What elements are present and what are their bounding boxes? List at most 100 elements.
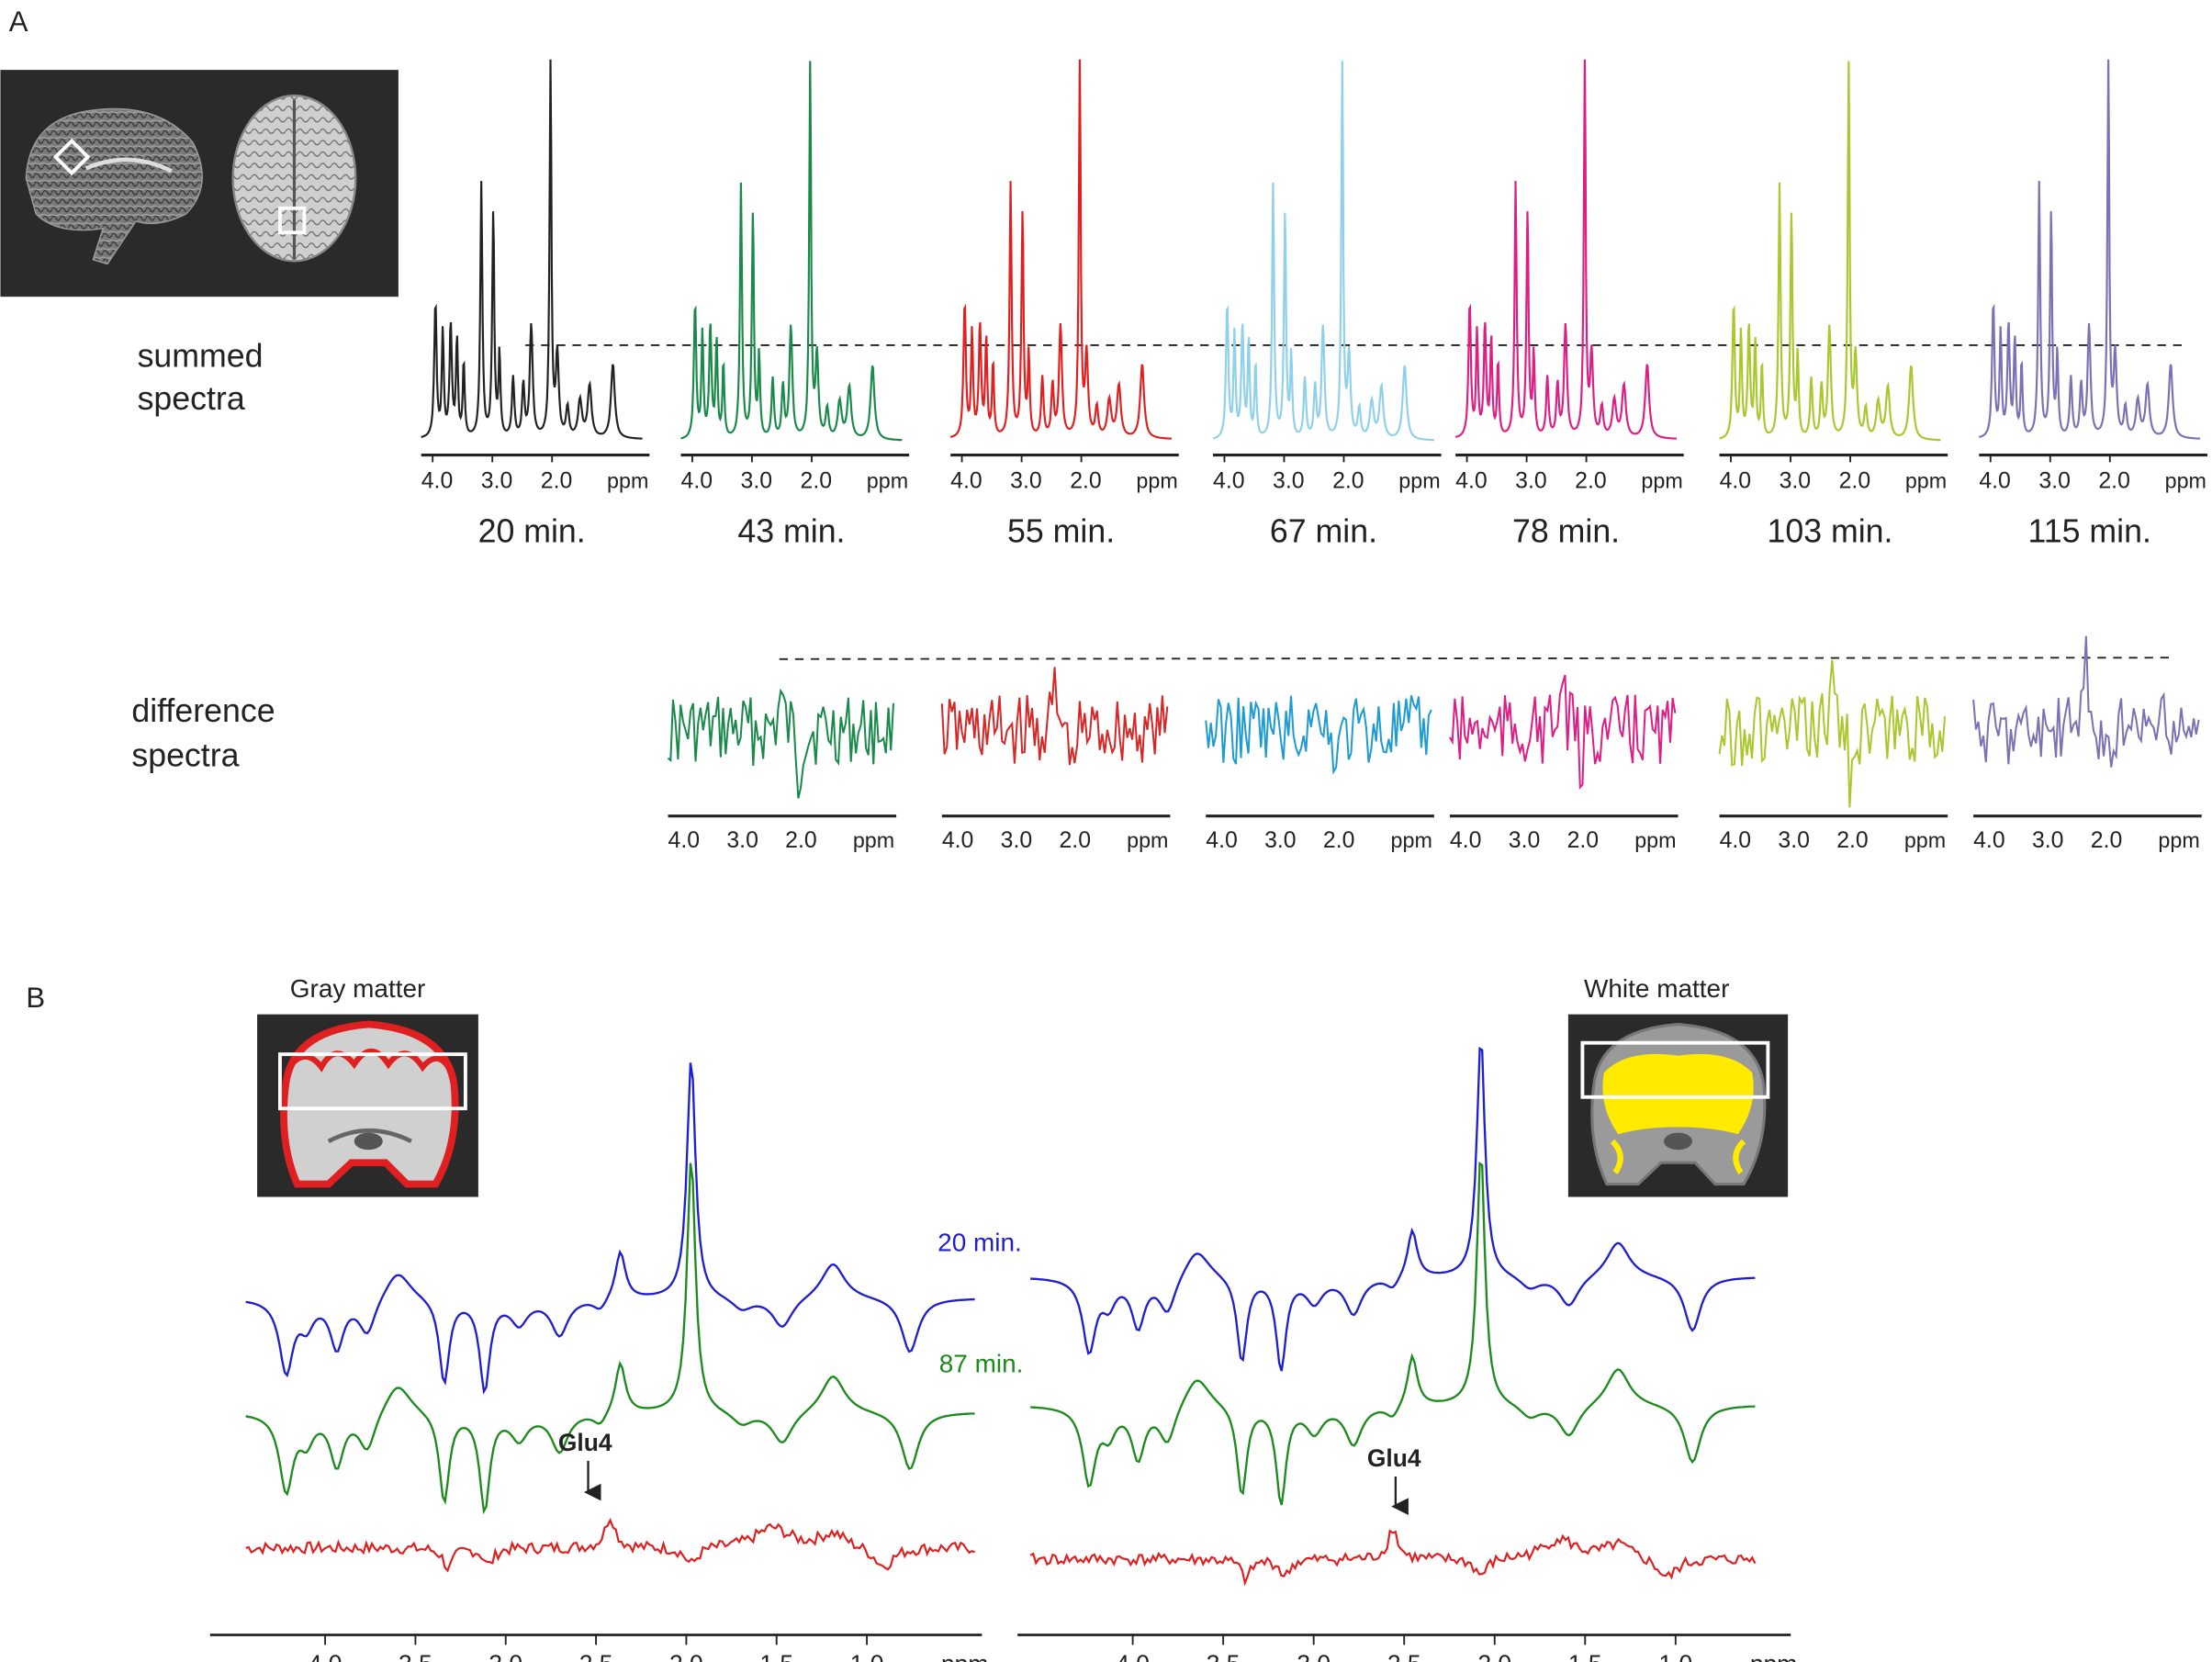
difference-spectra-group: 4.0 3.0 2.0 ppm 4.0 3.0 2.0 ppm 4.0 3.0 2.0 ppm 4.0 3… [667,635,2202,853]
summed-axis-tick-label: ppm [1641,468,1682,492]
summed-axis-tick-label: 2.0 [1070,468,1102,493]
white-matter-difference-spectrum [1029,1529,1757,1587]
gray-matter-axis-tick-label: 4.0 [309,1650,342,1662]
difference-reference-line [779,657,2169,660]
gray-matter-axis-tick-label: 2.5 [579,1650,613,1662]
summed-axis-tick-label: 2.0 [801,468,833,493]
difference-axis-tick-label: ppm [853,828,894,852]
white-matter-axis-tick-label: 2.0 [1477,1650,1511,1662]
summed-axis-tick-label: 3.0 [1273,468,1305,493]
summed-axis-tick-label: 4.0 [1455,468,1488,493]
white-matter-axis-tick-label: 3.0 [1297,1650,1331,1662]
summed-axis-tick-label: 2.0 [1839,468,1871,493]
summed-axis-tick-label: ppm [1398,468,1440,492]
summed-time-label: 67 min. [1270,512,1377,549]
summed-axis-tick-label: 3.0 [1515,468,1547,493]
gray-matter-axis-tick-label: 1.5 [759,1650,793,1662]
difference-label-line2: spectra [131,736,239,773]
summed-axis-tick-label: 4.0 [1979,468,2011,493]
difference-spectrum-line [1718,659,1947,808]
difference-axis-tick-label: ppm [1634,828,1676,852]
difference-axis-tick-label: ppm [1904,828,1946,852]
difference-axis-tick-label: 4.0 [1973,828,2005,853]
difference-spectrum-line [1972,635,2200,768]
summed-spectrum-line [1454,59,1677,440]
brain-mri-sagittal-axial-icon [0,70,399,298]
white-matter-axis-tick-label: 4.0 [1116,1650,1150,1662]
difference-spectrum-line [1449,674,1677,791]
difference-axis-tick-label: 4.0 [1450,828,1482,853]
summed-axis-tick-label: ppm [867,468,908,492]
summed-time-label: 103 min. [1767,512,1892,549]
gray-matter-spectrum-20min [245,1062,975,1395]
difference-axis-tick-label: 2.0 [2091,828,2123,853]
summed-axis-tick-label: 3.0 [481,468,513,493]
summed-spectrum-line [1978,59,2201,440]
difference-spectrum-line [940,667,1169,766]
summed-axis-tick-label: 2.0 [1332,468,1364,493]
summed-spectrum-line [949,59,1172,440]
panel-b-spectra-group: 4.0 3.5 3.0 2.5 2.0 1.5 1.0 ppm 4.0 3.5 3.0 2.5 2.0 1… [209,1046,1797,1662]
white-matter-axis-tick-label: 1.0 [1658,1650,1692,1662]
white-matter-axis-unit: ppm [1750,1650,1797,1662]
summed-time-label: 78 min. [1512,512,1620,549]
summed-axis-tick-label: 3.0 [1010,468,1042,493]
summed-spectrum-line [421,59,643,440]
white-matter-spectrum-87min [1030,1162,1756,1506]
difference-axis-tick-label: 4.0 [942,828,974,853]
summed-axis-tick-label: ppm [1905,468,1947,492]
summed-axis-tick-label: 3.0 [2038,468,2071,493]
gray-matter-axis-tick-label: 2.0 [669,1650,703,1662]
legend-87min: 87 min. [939,1350,1024,1378]
white-matter-axis-tick-label: 2.5 [1387,1650,1421,1662]
summed-spectrum-line [1719,61,1941,442]
gray-matter-axis-tick-label: 1.0 [850,1650,884,1662]
difference-axis-tick-label: 2.0 [1059,828,1091,853]
difference-axis-tick-label: 2.0 [1836,828,1869,853]
glu4-annotation-right: Glu4 [1367,1444,1421,1472]
difference-axis-tick-label: 4.0 [668,828,701,853]
difference-axis-tick-label: 3.0 [1264,828,1297,853]
white-matter-spectrum-20min [1030,1046,1756,1372]
white-matter-axis-tick-label: 3.5 [1207,1650,1241,1662]
gray-matter-axis-tick-label: 3.0 [488,1650,522,1662]
coronal-mri-white-matter-icon [1567,1014,1789,1197]
difference-axis-tick-label: 2.0 [1567,828,1600,853]
summed-time-label: 115 min. [2028,512,2151,549]
difference-axis-tick-label: 4.0 [1206,828,1238,853]
gray-matter-title: Gray matter [290,974,426,1003]
summed-axis-tick-label: 2.0 [1575,468,1607,493]
panel-b-label: B [26,982,45,1014]
difference-label-line1: difference [131,692,275,729]
difference-axis-tick-label: 3.0 [1509,828,1541,853]
panel-a-label: A [9,6,28,38]
difference-spectrum-line [1205,695,1432,775]
summed-axis-tick-label: 2.0 [2098,468,2130,493]
gray-matter-axis-unit: ppm [941,1650,988,1662]
legend-20min: 20 min. [938,1229,1022,1257]
difference-axis-tick-label: 3.0 [2032,828,2064,853]
summed-label-line2: spectra [138,380,245,417]
summed-spectrum-line [680,61,903,442]
summed-axis-tick-label: ppm [607,468,648,492]
gray-matter-axis-tick-label: 3.5 [399,1650,432,1662]
summed-spectrum-line [1212,61,1434,442]
summed-axis-tick-label: 4.0 [950,468,982,493]
summed-label-line1: summed [138,337,264,374]
summed-axis-tick-label: 4.0 [1720,468,1752,493]
glu4-annotation-left: Glu4 [558,1429,612,1456]
difference-axis-tick-label: ppm [1127,828,1168,852]
summed-axis-tick-label: 2.0 [541,468,573,493]
white-matter-axis-tick-label: 1.5 [1568,1650,1602,1662]
difference-axis-tick-label: ppm [2158,828,2199,852]
summed-axis-tick-label: 3.0 [1780,468,1812,493]
difference-axis-tick-label: 2.0 [1323,828,1355,853]
gray-matter-difference-spectrum [245,1517,975,1573]
coronal-mri-gray-matter-icon [257,1014,478,1197]
difference-spectrum-line [667,688,895,799]
summed-spectra-group: 4.0 3.0 2.0 ppm 20 min. 4.0 3.0 2.0 ppm 43 min. 4.… [421,59,2207,549]
difference-axis-tick-label: 4.0 [1720,828,1752,853]
summed-axis-tick-label: ppm [2165,468,2206,492]
